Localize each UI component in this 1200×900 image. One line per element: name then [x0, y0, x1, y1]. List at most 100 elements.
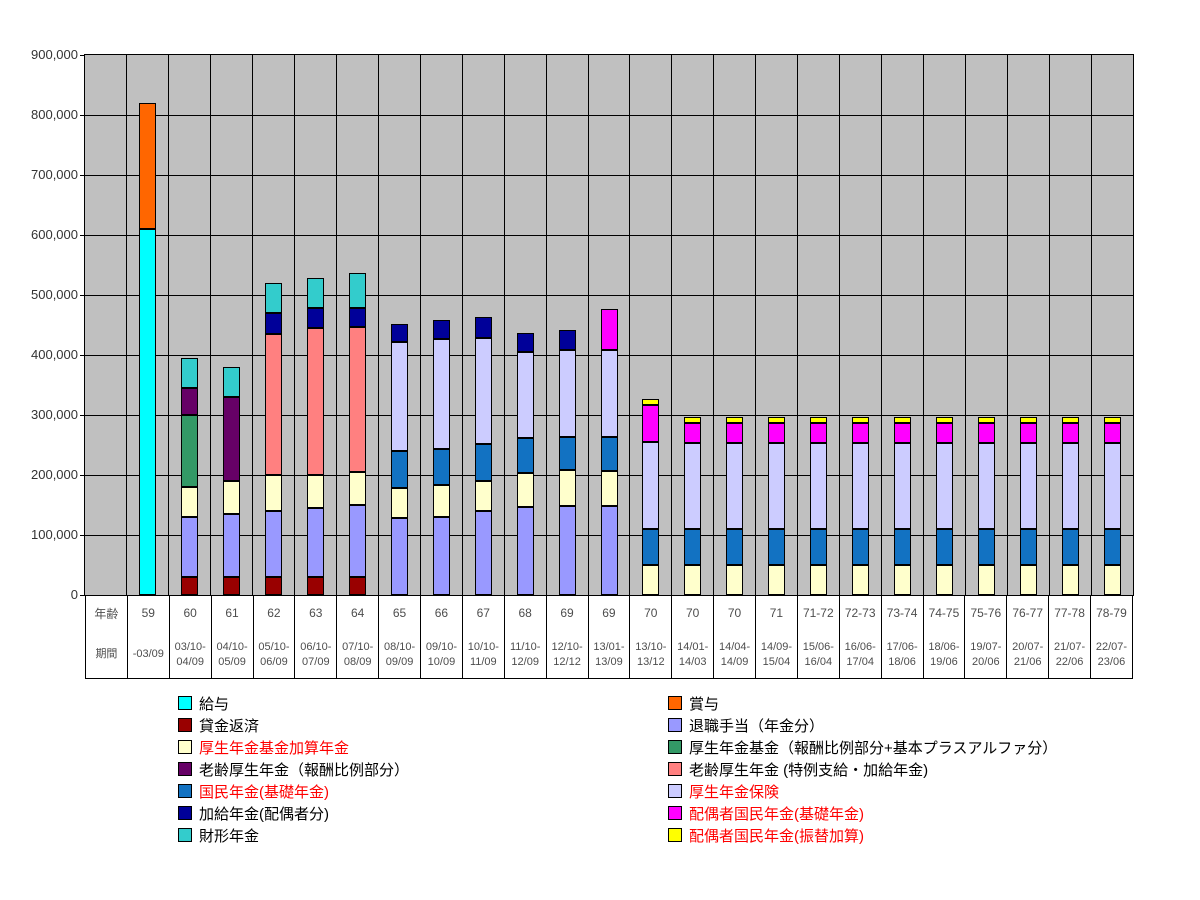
legend-swatch — [178, 828, 192, 842]
x-axis-category-cell: 64 07/10- 08/09 — [337, 595, 380, 678]
bar-segment — [307, 328, 325, 475]
bar-segment — [265, 511, 283, 577]
legend-swatch — [178, 696, 192, 710]
bar-segment — [432, 339, 450, 450]
x-axis-table: 年齢 期間 59 -03/09 60 03/10- 04/09 61 04/10- 05/09 62… — [85, 595, 1133, 679]
bar-segment — [852, 443, 870, 529]
legend-swatch — [668, 718, 682, 732]
vertical-gridline — [671, 55, 673, 595]
bar-segment — [265, 475, 283, 511]
legend-label: 厚生年金基金加算年金 — [199, 739, 350, 757]
bar-segment — [893, 529, 911, 565]
bar-segment — [474, 317, 492, 338]
bar-segment — [348, 307, 366, 327]
bar-segment — [265, 577, 283, 595]
bar-segment — [181, 388, 199, 415]
period-label-line: 16/06- — [844, 640, 876, 653]
bar-segment — [558, 469, 576, 507]
x-axis-category-cell: 74-75 18/06- 19/06 — [924, 595, 966, 678]
bar-segment — [977, 443, 995, 529]
age-label: 75-76 — [970, 606, 1002, 620]
bar-segment — [181, 577, 199, 595]
bar-segment — [893, 423, 911, 444]
bar-segment — [474, 337, 492, 445]
legend-item: 配偶者国民年金(振替加算) — [668, 824, 1057, 846]
bar-segment — [893, 565, 911, 595]
period-label-line: 15/04 — [762, 655, 791, 668]
bar-segment — [684, 423, 702, 444]
bar-segment — [935, 423, 953, 444]
legend-item: 加給年金(配偶者分) — [178, 802, 409, 824]
vertical-gridline — [336, 55, 338, 595]
legend-swatch — [178, 806, 192, 820]
bar-segment — [642, 442, 660, 529]
period-label-line: 10/10- — [467, 640, 499, 653]
period-label-line: 19/07- — [970, 640, 1002, 653]
bar-segment — [474, 444, 492, 481]
vertical-gridline — [964, 55, 966, 595]
bar-segment — [1061, 423, 1079, 444]
x-axis-header-cell: 年齢 期間 — [86, 595, 128, 678]
legend-swatch — [668, 784, 682, 798]
legend-label: 老齢厚生年金（報酬比例部分） — [199, 761, 410, 779]
horizontal-gridline — [85, 174, 1133, 176]
vertical-gridline — [419, 55, 421, 595]
x-axis-category-cell: 77-78 21/07- 22/06 — [1049, 595, 1091, 678]
legend-item: 貸金返済 — [178, 714, 409, 736]
period-label-line: 04/10- — [216, 640, 248, 653]
period-label: 06/10- 07/09 — [295, 631, 336, 678]
legend-column-left: 給与 貸金返済 厚生年金基金加算年金 老齢厚生年金（報酬比例部分） 国民年金(基礎年金)… — [178, 692, 409, 846]
bar-segment — [139, 103, 157, 229]
bar-segment — [348, 577, 366, 595]
bar-segment — [1019, 423, 1037, 444]
legend-swatch — [668, 762, 682, 776]
bar-59 — [139, 103, 157, 595]
period-label-line: 21/06 — [1013, 655, 1042, 668]
bar-segment — [390, 323, 408, 342]
bar-segment — [768, 417, 786, 424]
age-label: 76-77 — [1012, 606, 1044, 620]
bar-78-79 — [1103, 417, 1121, 595]
period-label: 15/06- 16/04 — [798, 631, 839, 678]
vertical-gridline — [1006, 55, 1008, 595]
bar-segment — [181, 487, 199, 517]
bar-segment — [516, 472, 534, 508]
age-label: 62 — [267, 606, 281, 620]
legend-item: 財形年金 — [178, 824, 409, 846]
bar-74-75 — [935, 417, 953, 595]
period-label-line: 21/07- — [1053, 640, 1086, 653]
bar-segment — [390, 488, 408, 519]
x-axis-category-cell: 69 13/01- 13/09 — [589, 595, 631, 678]
y-axis-tick-label: 600,000 — [31, 227, 78, 242]
bar-segment — [1061, 417, 1079, 424]
bar-segment — [977, 529, 995, 565]
y-axis-tick-mark — [80, 594, 85, 596]
bar-segment — [810, 565, 828, 595]
x-axis-category-cell: 67 10/10- 11/09 — [463, 595, 505, 678]
period-label-line: 13/01- — [593, 640, 625, 653]
period-label-line: 11/10- — [510, 640, 541, 653]
x-axis-category-cell: 70 14/01- 14/03 — [672, 595, 715, 678]
period-label-line: 14/04- — [718, 640, 751, 653]
period-label: 14/04- 14/09 — [714, 631, 755, 678]
bar-segment — [1103, 423, 1121, 444]
bar-segment — [1103, 443, 1121, 529]
period-label-line: 23/06 — [1097, 655, 1126, 668]
bar-segment — [474, 511, 492, 595]
period-label: 19/07- 20/06 — [965, 631, 1006, 678]
bar-62 — [265, 283, 283, 595]
period-label-line: 14/09 — [720, 655, 749, 668]
legend-swatch — [178, 740, 192, 754]
age-label: 70 — [686, 606, 700, 620]
period-label-line: 22/06 — [1055, 655, 1084, 668]
period-label: 13/10- 13/12 — [630, 631, 671, 678]
age-label: 59 — [141, 606, 155, 620]
bar-segment — [1019, 529, 1037, 565]
y-axis-tick-label: 700,000 — [31, 167, 78, 182]
bar-68 — [516, 332, 534, 595]
bar-segment — [1019, 565, 1037, 595]
bar-segment — [390, 341, 408, 451]
period-label-line: 18/06- — [928, 640, 960, 653]
period-label-line: 11/09 — [469, 655, 497, 668]
